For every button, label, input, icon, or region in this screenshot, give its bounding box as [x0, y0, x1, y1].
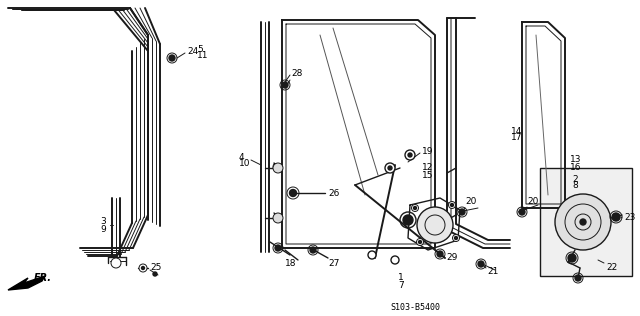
Text: 9: 9	[100, 224, 106, 234]
Circle shape	[417, 207, 453, 243]
Text: 22: 22	[606, 263, 617, 271]
Circle shape	[451, 204, 454, 206]
Text: S103-B5400: S103-B5400	[390, 303, 440, 313]
Text: 29: 29	[446, 253, 458, 263]
Circle shape	[478, 261, 484, 267]
Text: 16: 16	[570, 162, 582, 172]
Circle shape	[575, 275, 581, 281]
Text: 4: 4	[239, 153, 244, 161]
Circle shape	[153, 272, 157, 276]
Text: 11: 11	[197, 51, 209, 59]
Text: 13: 13	[570, 155, 582, 165]
Circle shape	[139, 264, 147, 272]
Circle shape	[437, 251, 443, 257]
Text: 8: 8	[572, 181, 578, 191]
Text: 14: 14	[511, 126, 522, 136]
Circle shape	[454, 236, 458, 240]
Text: 20: 20	[527, 197, 538, 205]
Text: 20: 20	[465, 198, 476, 206]
Circle shape	[452, 234, 460, 241]
Circle shape	[385, 163, 395, 173]
Circle shape	[419, 240, 422, 244]
Circle shape	[141, 266, 145, 270]
Circle shape	[519, 209, 525, 215]
Circle shape	[459, 209, 465, 215]
Circle shape	[568, 254, 576, 262]
Circle shape	[612, 213, 620, 221]
Text: 17: 17	[511, 133, 522, 143]
Circle shape	[412, 204, 419, 211]
Text: 3: 3	[100, 217, 106, 227]
Text: 5: 5	[197, 45, 203, 53]
Circle shape	[388, 166, 392, 170]
Bar	[540, 168, 632, 276]
Text: 23: 23	[624, 214, 636, 222]
Circle shape	[310, 247, 316, 253]
Text: 18: 18	[285, 258, 296, 268]
Circle shape	[282, 82, 288, 88]
Text: 7: 7	[398, 282, 404, 290]
Circle shape	[368, 251, 376, 259]
Text: 21: 21	[487, 266, 499, 276]
Text: 15: 15	[422, 171, 433, 179]
Text: 26: 26	[328, 189, 339, 198]
Circle shape	[403, 215, 413, 225]
Text: 1: 1	[398, 274, 404, 283]
Circle shape	[449, 202, 456, 209]
Circle shape	[408, 153, 412, 157]
Circle shape	[555, 194, 611, 250]
Text: 25: 25	[150, 264, 161, 272]
Text: 6: 6	[271, 163, 276, 173]
Polygon shape	[8, 276, 45, 290]
Circle shape	[417, 239, 424, 246]
Circle shape	[273, 213, 283, 223]
Text: 27: 27	[328, 258, 339, 268]
Circle shape	[275, 245, 281, 251]
Circle shape	[391, 256, 399, 264]
Circle shape	[580, 219, 586, 225]
Text: 28: 28	[291, 69, 302, 77]
Circle shape	[405, 150, 415, 160]
Circle shape	[413, 206, 417, 210]
Text: 2: 2	[572, 174, 578, 184]
Text: FR.: FR.	[34, 273, 52, 283]
Circle shape	[169, 55, 175, 61]
Circle shape	[289, 190, 296, 197]
Circle shape	[111, 258, 121, 268]
Circle shape	[273, 163, 283, 173]
Text: 24: 24	[187, 46, 198, 56]
Text: 12: 12	[422, 163, 433, 173]
Text: 10: 10	[239, 160, 250, 168]
Text: 19: 19	[422, 148, 433, 156]
